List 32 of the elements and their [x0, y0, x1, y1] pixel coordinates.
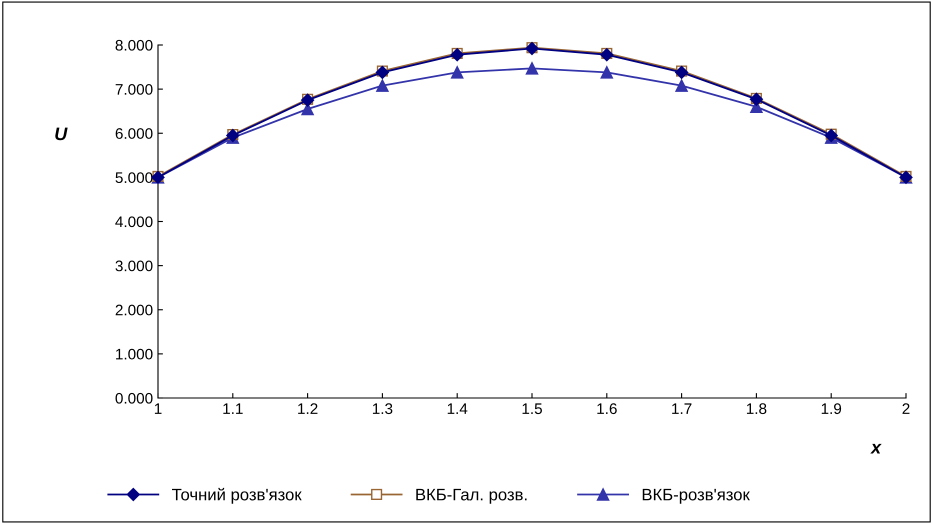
y-tick-label: 7.000: [116, 84, 153, 95]
x-tick-label: 1.1: [223, 403, 243, 414]
y-tick-label: 2.000: [116, 304, 153, 316]
x-tick-label: 1.4: [448, 403, 468, 414]
y-axis-title: U: [55, 128, 68, 140]
legend-label: ВКБ-Гал. розв.: [416, 488, 527, 504]
y-tick-label: 1.000: [116, 348, 153, 360]
x-tick-label: 1.7: [672, 403, 692, 414]
y-tick-label: 5.000: [116, 172, 153, 184]
y-tick-label: 8.000: [116, 40, 153, 51]
point: [600, 66, 614, 79]
x-axis-title: x: [870, 444, 882, 454]
x-tick-label: 1.6: [597, 403, 617, 414]
legend-label: Точний розв'язок: [172, 488, 302, 504]
x-tick-label: 1.5: [522, 403, 542, 414]
point: [450, 48, 464, 62]
x-tick-label: 1.9: [822, 403, 842, 414]
y-tick-label: 4.000: [115, 216, 153, 228]
point: [526, 62, 538, 75]
point: [450, 66, 464, 79]
x-tick-label: 1.3: [372, 403, 392, 414]
point: [675, 79, 688, 92]
legend-label: ВКБ-розв'язок: [642, 488, 750, 504]
y-tick-label: 6.000: [116, 128, 153, 139]
point: [600, 48, 614, 62]
y-tick-label: 3.000: [115, 260, 153, 272]
point: [376, 79, 389, 92]
x-tick-label: 1: [154, 403, 162, 414]
y-tick-label: 0.000: [116, 392, 153, 404]
x-tick-label: 1.2: [298, 403, 318, 414]
x-tick-label: 2: [902, 403, 910, 414]
x-tick-label: 1.8: [746, 403, 766, 414]
